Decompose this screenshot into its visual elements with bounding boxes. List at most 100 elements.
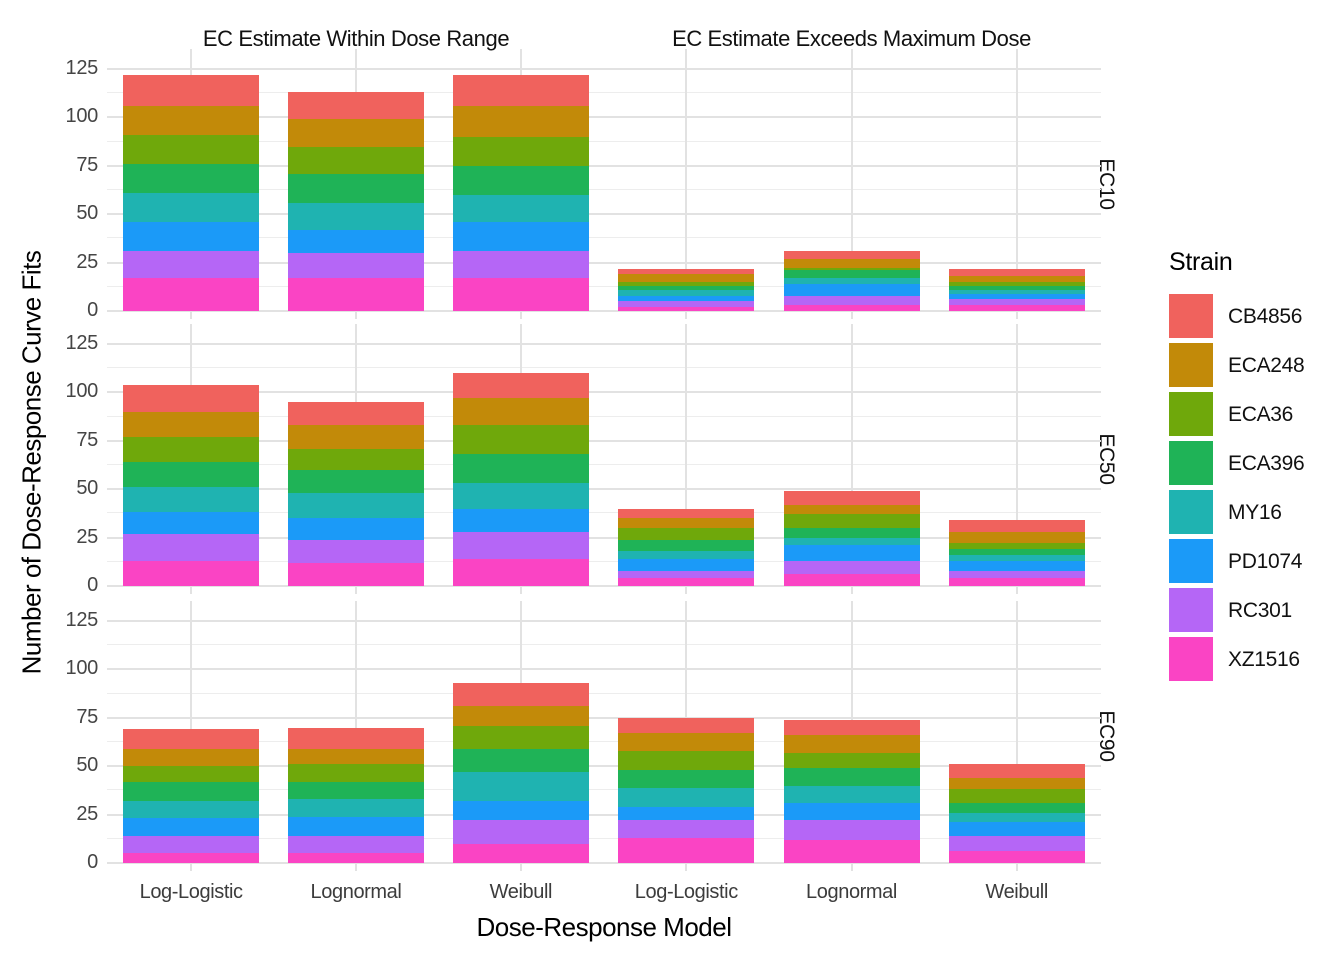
y-tick-label: 125 (65, 332, 99, 354)
y-tick-label: 100 (65, 657, 99, 680)
bar-segment-RC301 (948, 299, 1085, 306)
legend-swatch-XZ1516 (1169, 637, 1213, 681)
bar-segment-PD1074 (783, 545, 920, 561)
bar-segment-ECA396 (123, 462, 260, 488)
bar-segment-ECA396 (783, 270, 920, 279)
bar-segment-XZ1516 (783, 305, 920, 311)
bar-lognormal (783, 719, 920, 863)
bar-segment-ECA248 (452, 706, 589, 726)
gridline-vertical (685, 49, 688, 319)
bar-segment-ECA396 (123, 163, 260, 193)
bar-segment-ECA396 (452, 748, 589, 773)
legend-items: CB4856 ECA248 ECA36 ECA396 MY16 PD1074 RC301 XZ… (1169, 294, 1344, 694)
bar-segment-CB4856 (783, 719, 920, 736)
bar-segment-ECA36 (783, 514, 920, 528)
bar-segment-ECA36 (618, 282, 755, 286)
legend-swatch-RC301 (1169, 588, 1213, 632)
bar-segment-RC301 (288, 539, 424, 563)
legend-label-MY16: MY16 (1228, 501, 1282, 524)
bar-segment-ECA248 (288, 425, 424, 449)
y-tick-label: 75 (76, 153, 98, 176)
bar-segment-PD1074 (948, 822, 1085, 836)
panel-EC90-within (107, 601, 605, 871)
bar-segment-ECA36 (618, 527, 755, 540)
y-tick-label: 100 (65, 380, 99, 403)
bar-segment-XZ1516 (123, 560, 260, 586)
bar-segment-CB4856 (123, 74, 260, 106)
bar-segment-PD1074 (948, 293, 1085, 300)
bar-segment-RC301 (123, 533, 260, 561)
facet-strip-ec50: EC50 (1095, 433, 1118, 485)
bar-segment-ECA248 (123, 411, 260, 437)
bar-segment-CB4856 (618, 717, 755, 734)
panel-EC10-within (107, 49, 605, 319)
bar-segment-ECA248 (288, 119, 424, 147)
bar-segment-CB4856 (948, 764, 1085, 778)
bar-segment-ECA396 (452, 454, 589, 484)
bar-segment-PD1074 (123, 512, 260, 534)
y-tick-label: 50 (76, 202, 98, 225)
bar-segment-ECA36 (783, 268, 920, 271)
panel-EC90-exceeds (602, 601, 1101, 871)
bar-segment-CB4856 (288, 92, 424, 120)
bar-segment-ECA248 (783, 258, 920, 269)
bar-weibull (948, 764, 1085, 863)
bar-segment-ECA36 (123, 437, 260, 463)
bar-segment-ECA36 (948, 282, 1085, 286)
bar-segment-ECA396 (783, 768, 920, 786)
bar-segment-CB4856 (452, 373, 589, 399)
bar-segment-ECA396 (783, 527, 920, 538)
bar-segment-ECA396 (618, 770, 755, 788)
x-tick-label: Weibull (985, 881, 1048, 903)
bar-segment-MY16 (948, 812, 1085, 823)
bar-segment-XZ1516 (288, 853, 424, 863)
bar-segment-PD1074 (618, 806, 755, 821)
bar-segment-PD1074 (123, 221, 260, 251)
gridline-vertical (1015, 49, 1018, 319)
bar-segment-ECA248 (288, 748, 424, 765)
bar-segment-ECA248 (948, 276, 1085, 283)
bar-lognormal (288, 92, 424, 311)
bar-segment-PD1074 (288, 229, 424, 253)
x-tick-label: Lognormal (310, 881, 402, 903)
bar-segment-RC301 (123, 251, 260, 279)
y-tick-label: 25 (76, 802, 98, 825)
bar-segment-ECA248 (948, 531, 1085, 544)
bar-segment-ECA36 (948, 789, 1085, 804)
bar-segment-MY16 (618, 787, 755, 807)
y-tick-label: 50 (76, 754, 98, 777)
bar-log-logistic (618, 717, 755, 863)
bar-lognormal (288, 727, 424, 863)
bar-segment-ECA396 (948, 549, 1085, 556)
bar-segment-ECA248 (948, 777, 1085, 790)
bar-segment-XZ1516 (783, 574, 920, 586)
gridline-vertical (1015, 601, 1018, 871)
bar-segment-MY16 (123, 487, 260, 513)
legend-label-CB4856: CB4856 (1228, 305, 1303, 328)
bar-segment-XZ1516 (618, 578, 755, 586)
bar-segment-CB4856 (618, 508, 755, 519)
panel-EC50-within (107, 324, 605, 594)
bar-segment-XZ1516 (288, 562, 424, 586)
bar-segment-MY16 (948, 289, 1085, 294)
legend-swatch-ECA248 (1169, 343, 1213, 387)
bar-segment-ECA248 (123, 105, 260, 135)
bar-segment-ECA36 (948, 543, 1085, 550)
bar-segment-ECA396 (948, 285, 1085, 290)
bar-segment-MY16 (452, 194, 589, 222)
legend-label-ECA248: ECA248 (1228, 354, 1305, 377)
bar-segment-CB4856 (288, 402, 424, 426)
legend-title: Strain (1169, 248, 1233, 276)
bar-segment-PD1074 (288, 518, 424, 540)
bar-segment-MY16 (288, 493, 424, 519)
bar-segment-ECA248 (783, 735, 920, 753)
legend-label-ECA396: ECA396 (1228, 452, 1305, 475)
gridline-vertical (1015, 324, 1018, 594)
bar-segment-XZ1516 (452, 843, 589, 863)
bar-segment-ECA36 (123, 766, 260, 782)
bar-segment-PD1074 (123, 818, 260, 836)
bar-lognormal (783, 251, 920, 311)
bar-segment-MY16 (783, 785, 920, 803)
x-axis-title: Dose-Response Model (476, 912, 732, 942)
bar-segment-RC301 (948, 835, 1085, 852)
